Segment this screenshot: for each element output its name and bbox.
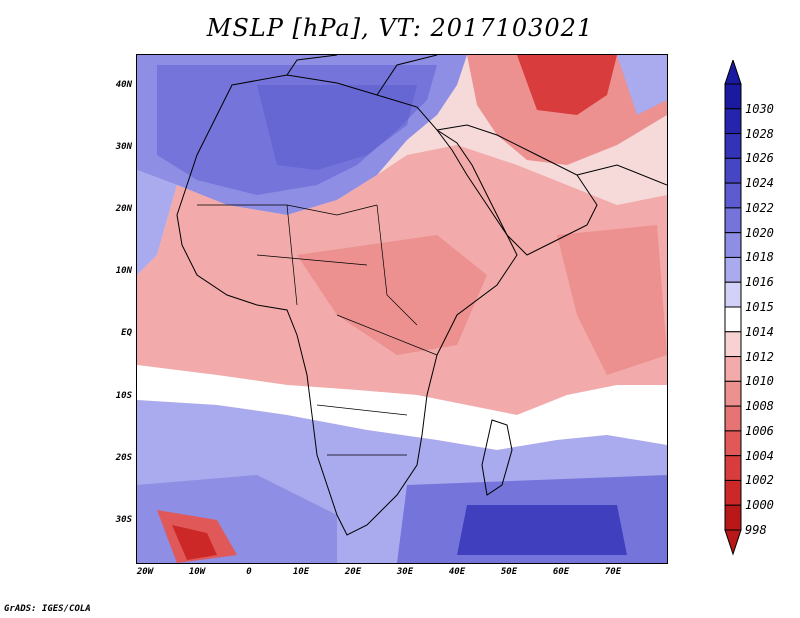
x-tick-30e: 30E xyxy=(396,567,414,577)
x-tick-0: 0 xyxy=(246,567,252,577)
arabia-coastline xyxy=(436,124,598,256)
colorbar-swatch-1006 xyxy=(724,405,742,432)
colorbar xyxy=(724,60,742,556)
iran-high xyxy=(617,55,667,115)
y-tick-30n: 30N xyxy=(115,142,132,152)
x-tick-60e: 60E xyxy=(552,567,570,577)
colorbar-swatch-1026 xyxy=(724,133,742,159)
colorbar-label-1000: 1000 xyxy=(745,498,774,513)
colorbar-swatch-1014 xyxy=(724,306,742,333)
x-tick-10e: 10E xyxy=(292,567,310,577)
pressure-field-svg xyxy=(137,55,667,563)
middle-east-low-core xyxy=(517,55,617,115)
colorbar-label-1018: 1018 xyxy=(745,250,774,265)
colorbar-swatch-1020 xyxy=(724,207,742,234)
colorbar-swatch-1015 xyxy=(724,281,742,308)
africa-coastline xyxy=(176,74,518,536)
colorbar-label-1016: 1016 xyxy=(745,275,774,290)
colorbar-label-1010: 1010 xyxy=(745,374,774,389)
colorbar-label-1026: 1026 xyxy=(745,151,774,166)
y-tick-20s: 20S xyxy=(115,453,132,463)
indian-ocean-high-core xyxy=(457,505,627,555)
colorbar-swatch-1008 xyxy=(724,380,742,407)
y-tick-40n: 40N xyxy=(115,80,132,90)
colorbar-swatch-1018 xyxy=(724,232,742,258)
x-tick-20w: 20W xyxy=(136,567,154,577)
colorbar-swatch-1030 xyxy=(724,83,742,110)
colorbar-swatch-1012 xyxy=(724,331,742,358)
colorbar-swatch-998 xyxy=(724,504,742,531)
colorbar-swatch-1016 xyxy=(724,256,742,283)
y-tick-eq: EQ xyxy=(121,328,132,338)
chart-title: MSLP [hPa], VT: 2017103021 xyxy=(206,14,594,42)
colorbar-swatch-1028 xyxy=(724,108,742,135)
y-tick-30s: 30S xyxy=(115,515,132,525)
colorbar-label-1022: 1022 xyxy=(745,200,774,215)
colorbar-swatch-1000 xyxy=(724,479,742,506)
colorbar-bottom-arrow xyxy=(724,529,742,556)
y-tick-10s: 10S xyxy=(115,391,132,401)
x-tick-20e: 20E xyxy=(344,567,362,577)
y-tick-20n: 20N xyxy=(115,204,132,214)
x-tick-70e: 70E xyxy=(604,567,622,577)
colorbar-swatch-1004 xyxy=(724,430,742,457)
y-tick-10n: 10N xyxy=(115,266,132,276)
libya-high-core xyxy=(257,85,417,170)
colorbar-label-1015: 1015 xyxy=(745,300,774,314)
grads-credit: GrADS: IGES/COLA xyxy=(4,604,91,614)
south-atlantic-low-core xyxy=(172,525,217,560)
pressure-map xyxy=(136,54,668,564)
colorbar-swatch-1010 xyxy=(724,356,742,382)
madagascar-coastline xyxy=(481,419,513,496)
country-borders xyxy=(197,204,438,456)
arabian-sea-low xyxy=(557,225,667,375)
x-tick-50e: 50E xyxy=(500,567,518,577)
colorbar-swatch-1024 xyxy=(724,157,742,184)
colorbar-top-arrow xyxy=(724,60,742,85)
colorbar-swatch-1002 xyxy=(724,455,742,481)
transition-band xyxy=(137,365,667,450)
colorbar-label-1012: 1012 xyxy=(745,349,774,364)
x-tick-10w: 10W xyxy=(188,567,206,577)
colorbar-swatch-1022 xyxy=(724,182,742,209)
colorbar-label-998: 998 xyxy=(745,523,767,537)
x-tick-40e: 40E xyxy=(448,567,466,577)
colorbar-label-1002: 1002 xyxy=(745,473,774,488)
colorbar-label-1004: 1004 xyxy=(745,448,774,463)
colorbar-label-1008: 1008 xyxy=(745,399,774,414)
atlantic-west xyxy=(137,170,177,275)
colorbar-label-1024: 1024 xyxy=(745,176,774,191)
colorbar-label-1006: 1006 xyxy=(745,423,774,438)
iran-coastline xyxy=(576,164,667,186)
central-africa-low xyxy=(297,235,487,355)
colorbar-label-1030: 1030 xyxy=(745,101,774,116)
europe-coastline xyxy=(286,55,438,96)
colorbar-label-1014: 1014 xyxy=(745,324,774,339)
colorbar-label-1028: 1028 xyxy=(745,126,774,141)
colorbar-label-1020: 1020 xyxy=(745,225,774,240)
